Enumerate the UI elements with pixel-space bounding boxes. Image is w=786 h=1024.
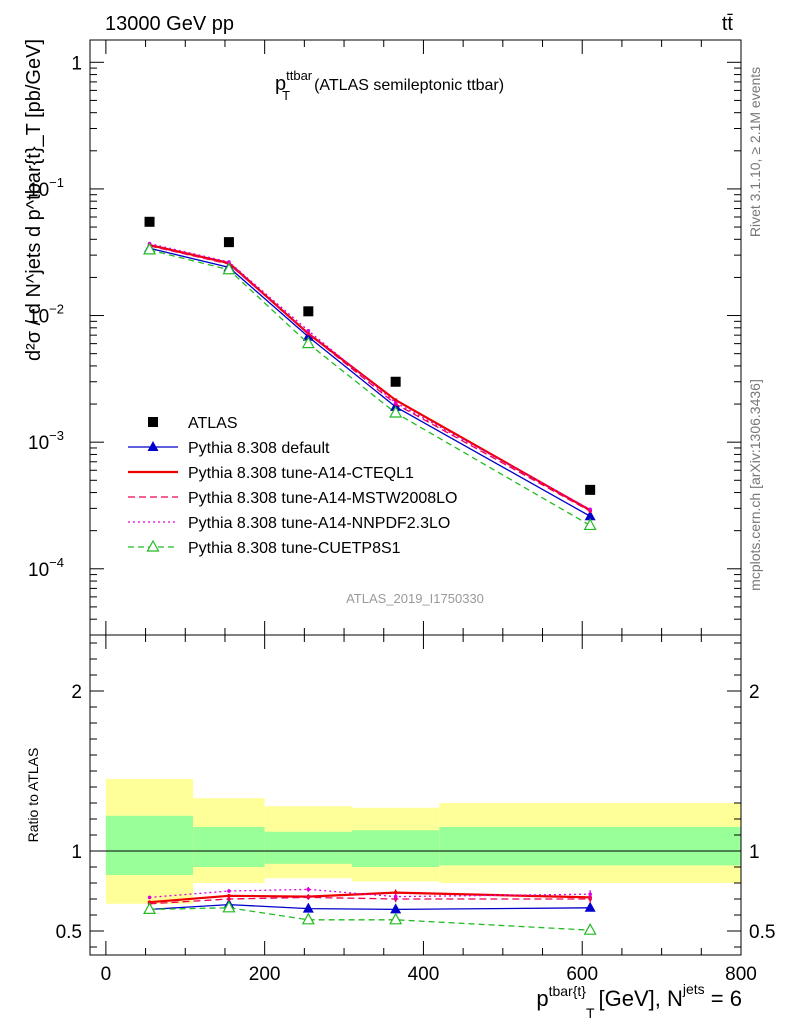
ratio-y-axis-label: Ratio to ATLAS bbox=[25, 748, 41, 843]
x-tick-label-2: 400 bbox=[408, 964, 440, 985]
legend-label-5: Pythia 8.308 tune-CUETP8S1 bbox=[188, 540, 401, 557]
ratio-axis-ticks: 0.5 0.5 1 1 2 2 0 200 400 600 800 bbox=[56, 635, 775, 985]
main-y-tick-label-3: 10−3 bbox=[28, 428, 64, 454]
plot-title: pttbar T(ATLAS semileptonic ttbar) bbox=[275, 68, 504, 103]
ratio-series-1-point-3 bbox=[393, 890, 398, 895]
ratio-series-0-point-2 bbox=[302, 902, 314, 913]
main-series-0-point-1 bbox=[223, 237, 234, 248]
collision-label: 13000 GeV pp bbox=[105, 13, 234, 35]
legend-label-3: Pythia 8.308 tune-A14-MSTW2008LO bbox=[188, 490, 457, 507]
main-y-axis-label: d²σ / d N^jets d p^tbar{t}_T [pb/GeV] bbox=[23, 39, 45, 361]
ratio-series-line-3 bbox=[149, 888, 591, 899]
ratio-series bbox=[143, 887, 597, 935]
main-series-line-5 bbox=[149, 249, 591, 526]
ratio-series-0-point-4 bbox=[584, 901, 596, 912]
green-band-1 bbox=[193, 827, 265, 867]
main-y-tick-label-1: 10−1 bbox=[28, 175, 64, 201]
ratio-series-1-point-1 bbox=[227, 894, 231, 898]
green-band-4 bbox=[439, 827, 741, 866]
ratio-series-4-point-0 bbox=[143, 902, 157, 915]
legend: ATLAS Pythia 8.308 default Pythia 8.308 tu… bbox=[128, 415, 457, 557]
main-series-3-point-2 bbox=[306, 331, 311, 336]
x-tick-label-3: 600 bbox=[566, 964, 598, 985]
x-tick-label-4: 800 bbox=[725, 964, 757, 985]
legend-label-0: ATLAS bbox=[188, 415, 238, 432]
main-series-2-point-3 bbox=[393, 398, 398, 402]
ratio-y-tick-label-right-0: 0.5 bbox=[749, 922, 775, 943]
main-series-4-point-3 bbox=[393, 400, 398, 405]
ratio-series-4-point-3 bbox=[389, 912, 403, 925]
legend-marker-5 bbox=[146, 539, 160, 552]
main-series-5-point-3 bbox=[389, 405, 403, 418]
main-series-4-point-2 bbox=[306, 328, 311, 333]
uncertainty-bands bbox=[105, 779, 741, 904]
main-series-0-point-0 bbox=[144, 216, 155, 227]
x-axis-label: ptbar{t}T[GeV], Njets = 6 bbox=[536, 981, 742, 1021]
ratio-series-line-2 bbox=[149, 896, 591, 905]
analysis-watermark: ATLAS_2019_I1750330 bbox=[346, 591, 484, 606]
process-label: tt̄ bbox=[722, 13, 734, 35]
main-series-4-point-1 bbox=[227, 260, 231, 264]
legend-label-2: Pythia 8.308 tune-A14-CTEQL1 bbox=[188, 465, 414, 482]
main-series-5-point-1 bbox=[222, 262, 236, 275]
ratio-y-tick-label-right-2: 2 bbox=[749, 682, 760, 703]
ratio-series-3-point-4 bbox=[588, 892, 592, 896]
x-tick-label-1: 200 bbox=[249, 964, 281, 985]
main-series-5-point-2 bbox=[301, 336, 315, 349]
main-y-tick-label-0: 1 bbox=[71, 53, 82, 74]
ratio-series-4-point-4 bbox=[583, 922, 597, 935]
rivet-label: Rivet 3.1.10, ≥ 2.1M events bbox=[747, 67, 763, 237]
main-series-0-point-3 bbox=[390, 376, 401, 387]
main-y-tick-label-2: 10−2 bbox=[28, 302, 64, 328]
ratio-series-3-point-0 bbox=[147, 895, 152, 900]
main-series-1-point-4 bbox=[584, 510, 596, 521]
main-series-5-point-4 bbox=[583, 518, 597, 531]
ratio-y-tick-label-1: 1 bbox=[71, 842, 82, 863]
ratio-series-4-point-2 bbox=[301, 912, 315, 925]
green-band-3 bbox=[351, 830, 440, 867]
ratio-series-2-point-2 bbox=[306, 895, 311, 900]
main-series-4-point-4 bbox=[588, 507, 592, 512]
ratio-y-tick-label-right-1: 1 bbox=[749, 842, 760, 863]
main-series-5-point-0 bbox=[143, 242, 157, 255]
ratio-series-0-point-3 bbox=[390, 903, 402, 914]
mcplots-label: mcplots.cern.ch [arXiv:1306.3436] bbox=[747, 379, 763, 591]
ratio-series-2-point-4 bbox=[588, 897, 592, 901]
ratio-series-3-point-1 bbox=[227, 889, 231, 893]
ratio-plot-frame bbox=[89, 634, 742, 956]
main-series bbox=[143, 216, 597, 531]
main-series-0-point-2 bbox=[303, 306, 314, 317]
ratio-series-2-point-1 bbox=[227, 897, 231, 901]
ratio-series-4-point-1 bbox=[222, 900, 236, 913]
ratio-series-3-point-3 bbox=[393, 894, 398, 899]
legend-label-1: Pythia 8.308 default bbox=[188, 440, 330, 457]
ratio-series-3-point-2 bbox=[306, 887, 311, 892]
green-band-2 bbox=[264, 831, 352, 864]
x-tick-label-0: 0 bbox=[101, 964, 112, 985]
ratio-y-tick-label-0: 0.5 bbox=[56, 922, 82, 943]
main-series-0-point-4 bbox=[585, 484, 596, 495]
ratio-series-line-4 bbox=[149, 907, 591, 931]
legend-label-4: Pythia 8.308 tune-A14-NNPDF2.3LO bbox=[188, 515, 450, 532]
main-axis-ticks: 1 10−1 10−2 10−3 10−4 bbox=[28, 40, 742, 636]
ratio-y-tick-label-2: 2 bbox=[71, 682, 82, 703]
main-series-1-point-2 bbox=[302, 330, 314, 341]
legend-marker-1 bbox=[147, 441, 159, 451]
legend-marker-0 bbox=[148, 417, 158, 427]
green-band-0 bbox=[105, 815, 194, 875]
ratio-series-line-0 bbox=[149, 903, 591, 911]
main-y-tick-label-4: 10−4 bbox=[28, 555, 64, 581]
